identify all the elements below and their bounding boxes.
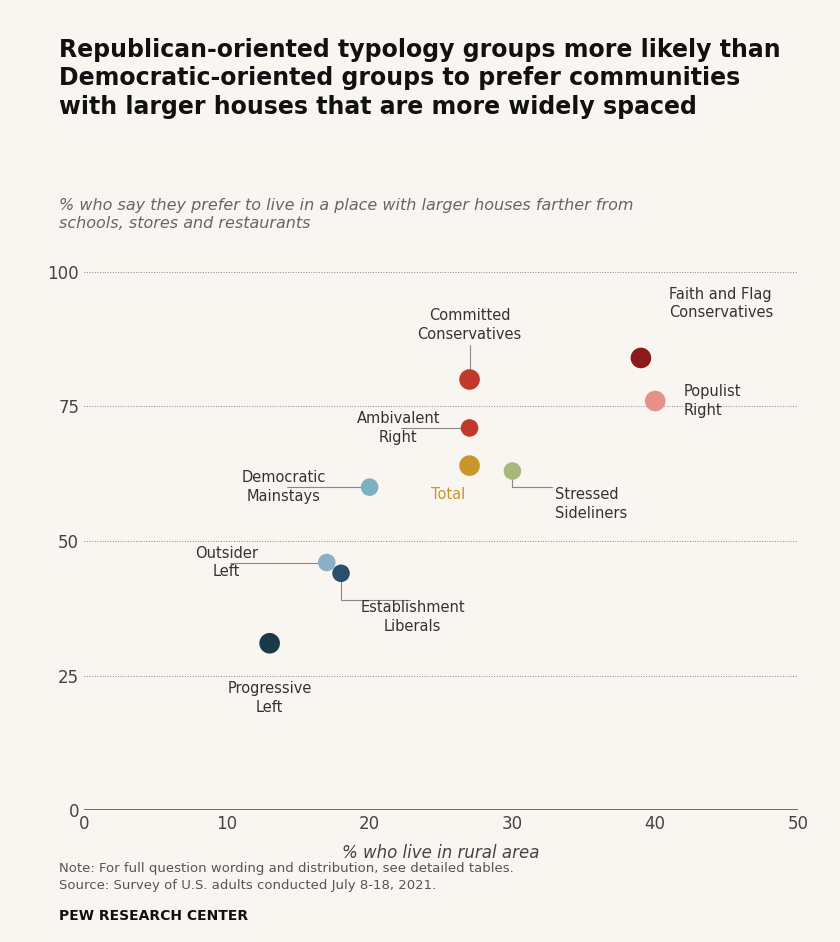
Point bbox=[320, 555, 333, 570]
Text: Stressed
Sideliners: Stressed Sideliners bbox=[555, 487, 627, 521]
Text: PEW RESEARCH CENTER: PEW RESEARCH CENTER bbox=[59, 909, 248, 923]
Text: Committed
Conservatives: Committed Conservatives bbox=[417, 308, 522, 342]
Text: Establishment
Liberals: Establishment Liberals bbox=[360, 600, 465, 634]
Text: Faith and Flag
Conservatives: Faith and Flag Conservatives bbox=[669, 286, 774, 320]
Text: % who say they prefer to live in a place with larger houses farther from
schools: % who say they prefer to live in a place… bbox=[59, 198, 633, 232]
Point bbox=[463, 458, 476, 473]
Point bbox=[363, 479, 376, 495]
Point bbox=[334, 566, 348, 581]
Text: Ambivalent
Right: Ambivalent Right bbox=[356, 411, 440, 445]
Text: Note: For full question wording and distribution, see detailed tables.
Source: S: Note: For full question wording and dist… bbox=[59, 862, 513, 892]
Text: Outsider
Left: Outsider Left bbox=[196, 545, 259, 579]
Text: Progressive
Left: Progressive Left bbox=[228, 681, 312, 715]
Point bbox=[463, 420, 476, 435]
Point bbox=[648, 394, 662, 409]
Point bbox=[506, 463, 519, 479]
Text: Democratic
Mainstays: Democratic Mainstays bbox=[242, 470, 326, 504]
Point bbox=[263, 636, 276, 651]
Text: Total: Total bbox=[431, 487, 465, 502]
Point bbox=[463, 372, 476, 387]
Text: Populist
Right: Populist Right bbox=[684, 384, 741, 418]
X-axis label: % who live in rural area: % who live in rural area bbox=[342, 844, 540, 862]
Text: Republican-oriented typology groups more likely than
Democratic-oriented groups : Republican-oriented typology groups more… bbox=[59, 38, 780, 120]
Point bbox=[634, 350, 648, 365]
